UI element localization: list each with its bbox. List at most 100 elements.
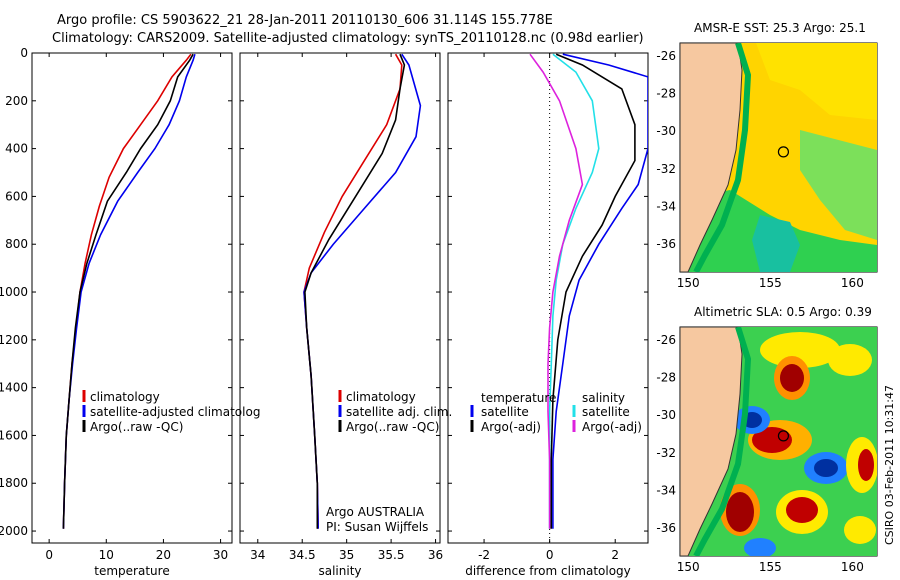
legend-label: satellite [582, 405, 630, 419]
legend-label: Argo(..raw -QC) [346, 420, 439, 434]
series-line-4 [529, 53, 584, 529]
map-x-tick-label: 160 [841, 560, 864, 574]
x-tick-label: -2 [478, 548, 490, 562]
series-line-3 [304, 53, 406, 529]
sla-positive-eddy [760, 332, 840, 368]
legend-label: satellite [481, 405, 529, 419]
map-y-tick-label: -26 [656, 333, 676, 347]
sst-coldest-patch [752, 215, 800, 272]
profile-panel-2: 34 34.5 35 35.5 36 salinity [239, 52, 443, 578]
y-tick-label: 200 [5, 94, 28, 108]
sst-float-marker [777, 146, 790, 158]
map-title-sla: Altimetric SLA: 0.5 Argo: 0.39 [694, 305, 872, 319]
map-title-sst: AMSR-E SST: 25.3 Argo: 25.1 [694, 21, 866, 35]
series-line-3 [62, 53, 194, 529]
x-tick-label: 36 [428, 548, 443, 562]
legend-temperature: climatology satellite-adjusted climatolo… [82, 390, 260, 434]
x-tick-label: 0 [546, 548, 554, 562]
sla-positive-eddy [828, 344, 872, 376]
map-x-tick-label: 150 [677, 560, 700, 574]
map-y-tick-label: -28 [656, 371, 676, 385]
x-tick-label: 34.5 [289, 548, 316, 562]
map-x-tick-label: 155 [759, 276, 782, 290]
sla-eddy-core [786, 497, 818, 523]
legend-label: climatology [90, 390, 160, 404]
figure-title-line2: Climatology: CARS2009. Satellite-adjuste… [52, 31, 644, 46]
legend-header-temperature: temperature [481, 391, 556, 405]
sla-negative-eddy [744, 538, 776, 556]
series-group [303, 53, 422, 529]
map-x-tick-label: 155 [759, 560, 782, 574]
legend-label: satellite-adjusted climatolog [90, 405, 260, 419]
map-y-tick-label: -30 [656, 408, 676, 422]
x-tick-label: 2 [611, 548, 619, 562]
sla-eddy-core [726, 492, 754, 532]
legend-label: satellite adj. clim. [346, 405, 452, 419]
map-y-tick-label: -30 [656, 124, 676, 138]
sla-map-field [680, 327, 877, 556]
sla-eddy-core [752, 427, 792, 453]
plot-frame [447, 52, 649, 544]
sst-coastal-strip [693, 43, 752, 272]
sla-eddy-core [858, 449, 874, 481]
legend-header-salinity: salinity [582, 391, 625, 405]
y-tick-label: 1200 [0, 333, 28, 347]
profile-panel-1: 0 10 20 30 0 200 400 600 800 1000 1200 1400 1600 1800… [0, 46, 233, 578]
y-tick-label: 0 [20, 46, 28, 60]
x-axis-label: temperature [94, 564, 169, 578]
figure-title-line1: Argo profile: CS 5903622_21 28-Jan-2011 … [57, 13, 553, 28]
y-tick-label: 1600 [0, 428, 28, 442]
y-tick-label: 2000 [0, 524, 28, 538]
y-tick-label: 400 [5, 142, 28, 156]
x-axis-label: difference from climatology [465, 564, 631, 578]
legend-label: climatology [346, 390, 416, 404]
series-line-2 [550, 53, 636, 529]
profile-panel-3: -2 0 2 difference from climatology [447, 52, 649, 578]
sst-map-field [680, 43, 877, 272]
sla-positive-eddy [844, 516, 876, 544]
map-x-tick-label: 150 [677, 276, 700, 290]
series-group [62, 53, 196, 529]
sla-float-marker [777, 430, 790, 442]
map-y-tick-label: -32 [656, 446, 676, 460]
legend-label: Argo(..raw -QC) [90, 420, 183, 434]
x-tick-label: 0 [45, 548, 53, 562]
plot-frame [31, 52, 233, 544]
annotation-argo-australia: Argo AUSTRALIA [326, 505, 425, 519]
sst-warm-region [756, 43, 877, 120]
map-y-tick-label: -34 [656, 199, 676, 213]
y-tick-label: 600 [5, 189, 28, 203]
map-x-tick-label: 160 [841, 276, 864, 290]
x-tick-label: 34 [250, 548, 265, 562]
x-tick-label: 35 [339, 548, 354, 562]
sla-negative-core [814, 459, 838, 477]
legend-label: Argo(-adj) [582, 420, 642, 434]
annotation-pi-name: PI: Susan Wijffels [326, 520, 428, 534]
legend-salinity: climatology satellite adj. clim. Argo(..… [338, 390, 452, 434]
legend-difference: temperature salinity satellite Argo(-adj… [470, 391, 642, 434]
map-y-tick-label: -32 [656, 162, 676, 176]
series-line-1 [552, 53, 648, 529]
sla-eddy-core [780, 364, 804, 392]
map-y-tick-label: -34 [656, 483, 676, 497]
plot-frame [239, 52, 441, 544]
map-y-tick-label: -28 [656, 87, 676, 101]
x-axis-label: salinity [318, 564, 361, 578]
y-tick-label: 1400 [0, 381, 28, 395]
sst-cool-region [800, 130, 877, 240]
x-tick-label: 35.5 [378, 548, 405, 562]
y-tick-label: 1000 [0, 285, 28, 299]
map-y-tick-label: -36 [656, 521, 676, 535]
x-tick-label: 10 [99, 548, 114, 562]
series-group [529, 53, 648, 529]
map-y-tick-label: -26 [656, 49, 676, 63]
side-timestamp-label: CSIRO 03-Feb-2011 10:31:47 [883, 385, 896, 545]
x-tick-label: 30 [213, 548, 228, 562]
x-tick-label: 20 [156, 548, 171, 562]
map-y-tick-label: -36 [656, 237, 676, 251]
legend-label: Argo(-adj) [481, 420, 541, 434]
y-tick-label: 800 [5, 237, 28, 251]
y-tick-label: 1800 [0, 476, 28, 490]
sla-coastal-strip [693, 327, 752, 556]
